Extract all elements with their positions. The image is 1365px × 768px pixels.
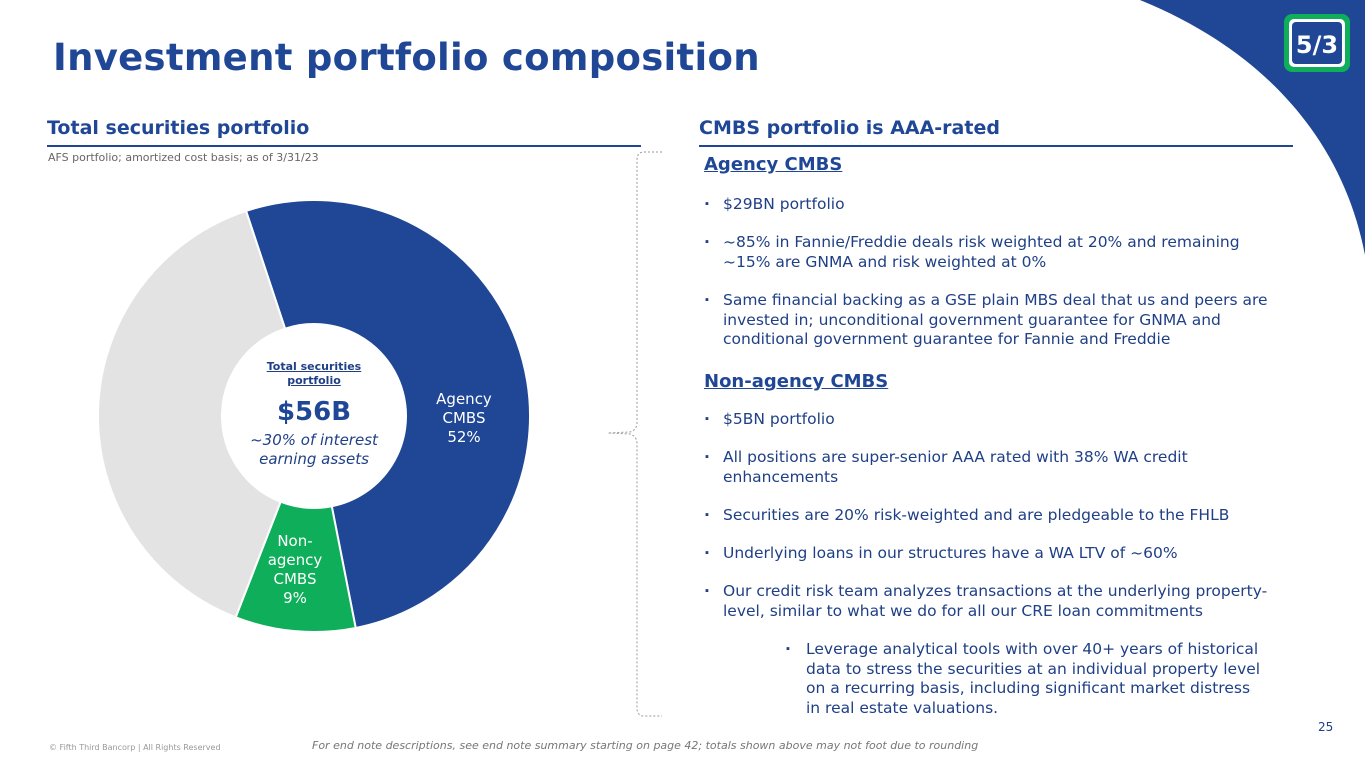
agency-bullet-3-line3: conditional government guarantee for Fan…: [723, 330, 1171, 348]
agency-bullet-2: ~85% in Fannie/Freddie deals risk weight…: [704, 233, 1304, 272]
agency-bullet-1-line1: $29BN portfolio: [723, 195, 845, 213]
non-agency-bullet-5-line2: level, similar to what we do for all our…: [723, 601, 1203, 620]
non-agency-sub-bullet: Leverage analytical tools with over 40+ …: [785, 640, 1305, 718]
non-agency-label-line1: Non-: [277, 532, 313, 550]
agency-bullet-2-line1: ~85% in Fannie/Freddie deals risk weight…: [723, 233, 1240, 251]
center-title-line1: Total securities: [266, 360, 362, 373]
non-agency-label-line3: CMBS: [273, 570, 317, 588]
agency-bullet-3: Same financial backing as a GSE plain MB…: [704, 291, 1304, 350]
chart-caption: AFS portfolio; amortized cost basis; as …: [48, 151, 319, 164]
agency-cmbs-heading: Agency CMBS: [704, 154, 843, 175]
agency-bullet-3-line1: Same financial backing as a GSE plain MB…: [723, 291, 1268, 309]
agency-bullet-1: $29BN portfolio: [704, 195, 1304, 215]
agency-label-line2: CMBS: [442, 409, 486, 427]
non-agency-label-line4: 9%: [283, 589, 307, 607]
agency-label-line1: Agency: [436, 390, 492, 408]
non-agency-bullet-3-line1: Securities are 20% risk-weighted and are…: [723, 506, 1230, 524]
donut-hole: [222, 324, 406, 508]
sub-bullet-line4: in real estate valuations.: [806, 698, 999, 717]
non-agency-bullet-2-line2: enhancements: [723, 467, 839, 486]
donut-center-label: Total securities portfolio $56B ~30% of …: [236, 360, 392, 469]
non-agency-label-line2: agency: [267, 551, 323, 569]
center-title-line2: portfolio: [287, 374, 341, 387]
non-agency-bullet-1-line1: $5BN portfolio: [723, 410, 835, 428]
footer-copyright: © Fifth Third Bancorp | All Rights Reser…: [49, 743, 221, 752]
right-section-heading: CMBS portfolio is AAA-rated: [699, 117, 1293, 147]
agency-bullet-2-line2: ~15% are GNMA and risk weighted at 0%: [723, 252, 1047, 271]
sub-bullet-line1: Leverage analytical tools with over 40+ …: [806, 640, 1259, 658]
sub-bullet-line3: on a recurring basis, including signific…: [806, 679, 1251, 697]
bracket-connector: [607, 151, 662, 717]
center-note-line2: earning assets: [259, 450, 369, 468]
non-agency-bullet-5: Our credit risk team analyzes transactio…: [704, 582, 1304, 621]
fifth-third-logo: 5/3: [1284, 14, 1350, 72]
center-note: ~30% of interest earning assets: [236, 431, 392, 469]
footer-note: For end note descriptions, see end note …: [312, 739, 979, 752]
non-agency-bullet-1: $5BN portfolio: [704, 410, 1304, 430]
non-agency-bullet-3: Securities are 20% risk-weighted and are…: [704, 506, 1304, 526]
non-agency-bullet-4: Underlying loans in our structures have …: [704, 544, 1304, 564]
center-note-line1: ~30% of interest: [250, 431, 378, 449]
non-agency-bullet-4-line1: Underlying loans in our structures have …: [723, 544, 1178, 562]
center-total-value: $56B: [276, 397, 352, 427]
non-agency-bullet-5-line1: Our credit risk team analyzes transactio…: [723, 582, 1268, 600]
non-agency-cmbs-heading: Non-agency CMBS: [704, 371, 889, 392]
non-agency-slice-label: Non- agency CMBS 9%: [250, 532, 340, 608]
page-number: 25: [1318, 720, 1334, 734]
left-section-heading: Total securities portfolio: [47, 117, 641, 147]
page-title: Investment portfolio composition: [53, 36, 760, 79]
agency-bullet-3-line2: invested in; unconditional government gu…: [723, 310, 1221, 329]
agency-label-line3: 52%: [447, 428, 481, 446]
portfolio-donut-chart: [97, 199, 531, 633]
sub-bullet-line2: data to stress the securities at an indi…: [806, 659, 1261, 678]
agency-slice-label: Agency CMBS 52%: [414, 390, 514, 447]
non-agency-bullet-2: All positions are super-senior AAA rated…: [704, 448, 1304, 487]
center-title: Total securities portfolio: [236, 360, 392, 388]
svg-text:5/3: 5/3: [1296, 31, 1338, 59]
non-agency-bullet-2-line1: All positions are super-senior AAA rated…: [723, 448, 1188, 466]
